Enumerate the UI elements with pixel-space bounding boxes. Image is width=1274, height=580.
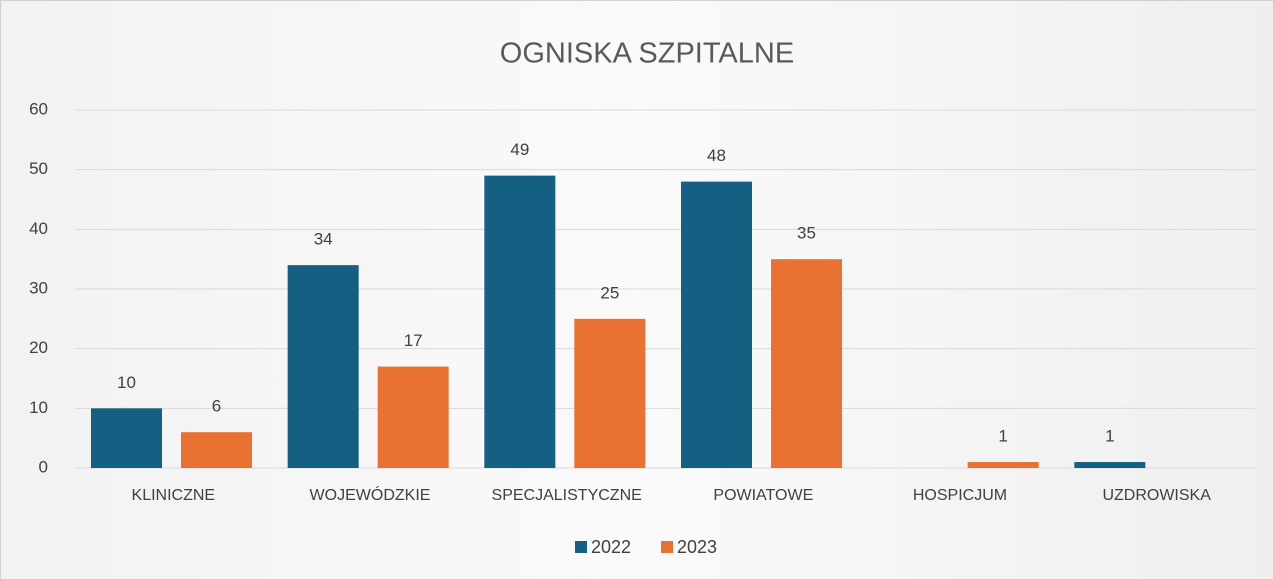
data-label: 34 (314, 230, 333, 249)
bar (287, 265, 359, 468)
x-tick-label: WOJEWÓDZKIE (310, 485, 431, 504)
legend-label: 2022 (591, 537, 631, 557)
y-tick-label: 20 (29, 338, 48, 357)
bar (574, 318, 646, 468)
y-tick-label: 60 (29, 99, 48, 118)
y-tick-label: 0 (39, 457, 48, 476)
bar (91, 408, 162, 468)
y-tick-label: 30 (29, 278, 48, 297)
y-tick-label: 50 (29, 159, 48, 178)
legend-label: 2023 (677, 537, 717, 557)
bar (771, 259, 842, 468)
chart-title: OGNISKA SZPITALNE (500, 38, 794, 70)
x-tick-label: SPECJALISTYCZNE (492, 487, 642, 504)
data-label: 25 (600, 283, 619, 302)
legend-swatch (575, 541, 587, 553)
bar (1074, 462, 1146, 468)
bar (967, 462, 1039, 468)
bar (681, 181, 752, 468)
data-label: 35 (797, 224, 816, 243)
bar (484, 175, 556, 468)
x-tick-label: POWIATOWE (713, 487, 813, 504)
y-tick-label: 10 (29, 398, 48, 417)
bar (377, 366, 449, 468)
data-label: 10 (117, 373, 136, 392)
bar (181, 432, 252, 468)
data-label: 1 (1105, 427, 1114, 446)
data-label: 48 (707, 146, 726, 165)
data-label: 49 (510, 140, 529, 159)
x-tick-label: KLINICZNE (132, 487, 216, 504)
data-label: 1 (998, 427, 1007, 446)
legend-swatch (661, 541, 673, 553)
y-tick-label: 40 (29, 219, 48, 238)
data-label: 17 (404, 331, 423, 350)
x-tick-label: UZDROWISKA (1102, 487, 1211, 504)
x-tick-label: HOSPICJUM (913, 487, 1007, 504)
data-label: 6 (212, 397, 221, 416)
